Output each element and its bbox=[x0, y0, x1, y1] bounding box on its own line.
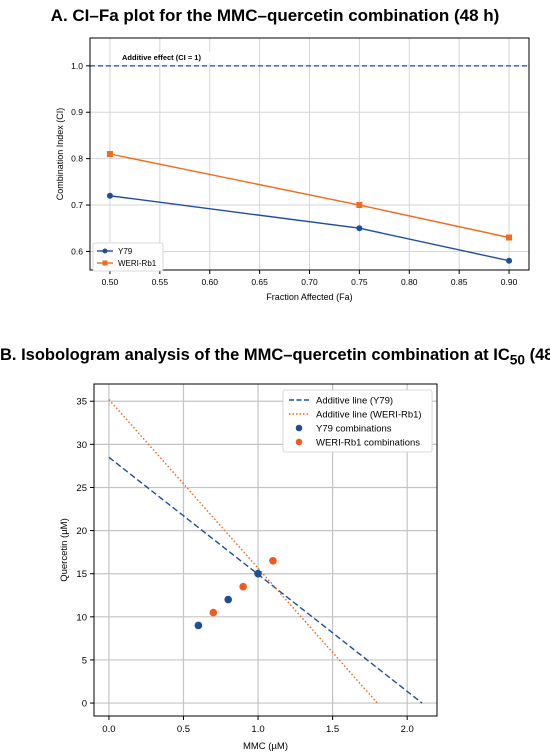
x-tick-label: 2.0 bbox=[401, 724, 414, 735]
legend-marker bbox=[295, 424, 303, 432]
y-tick-label: 5 bbox=[82, 655, 87, 666]
y-tick-label: 10 bbox=[76, 612, 87, 623]
legend-label: Y79 bbox=[118, 247, 133, 256]
data-point bbox=[356, 225, 363, 232]
legend-box bbox=[92, 242, 164, 272]
data-point bbox=[506, 257, 513, 264]
legend-label: Y79 combinations bbox=[316, 424, 392, 435]
x-tick-label: 0.65 bbox=[251, 277, 268, 287]
weri-rb1-combination-point bbox=[209, 608, 218, 617]
y-tick-label: 0.8 bbox=[71, 154, 83, 164]
legend-box bbox=[282, 389, 433, 453]
x-tick-label: 0.85 bbox=[451, 277, 468, 287]
plot-frame bbox=[89, 37, 530, 271]
plot-frame bbox=[93, 383, 438, 717]
y79-combination-point bbox=[194, 621, 203, 630]
x-tick-label: 0.50 bbox=[102, 277, 119, 287]
legend-label: Additive line (Y79) bbox=[316, 396, 393, 407]
legend-marker bbox=[102, 248, 108, 254]
x-tick-label: 0.60 bbox=[201, 277, 218, 287]
y-tick-label: 0 bbox=[82, 699, 87, 710]
x-axis-label: MMC (µM) bbox=[243, 741, 288, 752]
chart-a-title: A. CI–Fa plot for the MMC–quercetin comb… bbox=[50, 6, 500, 25]
x-tick-label: 0.55 bbox=[152, 277, 169, 287]
y-axis-label: Combination Index (CI) bbox=[55, 108, 65, 201]
additive-line-weri-rb1 bbox=[108, 399, 378, 704]
additive-line-y79 bbox=[108, 456, 423, 704]
y-tick-label: 25 bbox=[76, 483, 87, 494]
y-tick-label: 0.9 bbox=[71, 107, 83, 117]
y79-combination-point bbox=[224, 595, 233, 604]
x-tick-label: 1.5 bbox=[326, 724, 339, 735]
x-tick-label: 0.0 bbox=[102, 724, 115, 735]
x-tick-label: 0.5 bbox=[177, 724, 190, 735]
data-point bbox=[356, 202, 363, 209]
legend-marker bbox=[295, 438, 303, 446]
y-tick-label: 35 bbox=[76, 397, 87, 408]
reference-line-label: Additive effect (CI = 1) bbox=[122, 53, 201, 62]
x-tick-label: 0.80 bbox=[401, 277, 418, 287]
legend-label: WERI-Rb1 combinations bbox=[316, 438, 420, 449]
chart-b-title-subscript: 50 bbox=[509, 352, 526, 368]
y-tick-label: 0.6 bbox=[71, 246, 83, 256]
chart-b-title-text: B. Isobologram analysis of the MMC–querc… bbox=[0, 346, 510, 364]
y-tick-label: 30 bbox=[76, 440, 87, 451]
y-tick-label: 1.0 bbox=[71, 61, 83, 71]
chart-a-ci-fa-plot: 0.50 0.55 0.60 0.65 0.70 0.75 0.80 0.85 0.90 0.6 0… bbox=[55, 37, 530, 302]
data-point bbox=[106, 151, 113, 157]
y-tick-label: 20 bbox=[76, 526, 87, 537]
weri-rb1-combination-point bbox=[269, 556, 277, 565]
y-axis-label: Quercetin (µM) bbox=[59, 518, 70, 582]
y-tick-label: 0.7 bbox=[71, 200, 83, 210]
x-tick-label: 0.70 bbox=[301, 277, 318, 287]
legend-label: WERI-Rb1 bbox=[118, 259, 157, 268]
data-point bbox=[506, 234, 513, 241]
legend-marker bbox=[102, 260, 108, 266]
data-point bbox=[106, 192, 113, 199]
reference-label-background bbox=[118, 51, 226, 63]
chart-b-title-suffix: (48 h) bbox=[529, 346, 550, 364]
x-tick-label: 1.0 bbox=[251, 724, 264, 735]
x-tick-label: 0.75 bbox=[351, 277, 368, 287]
y-tick-label: 15 bbox=[76, 569, 87, 580]
legend-label: Additive line (WERI-Rb1) bbox=[316, 410, 422, 421]
weri-rb1-combination-point bbox=[239, 582, 247, 591]
chart-b-title: B. Isobologram analysis of the MMC–querc… bbox=[0, 346, 550, 367]
x-tick-label: 0.90 bbox=[501, 277, 518, 287]
y79-combination-point bbox=[254, 569, 262, 578]
x-axis-label: Fraction Affected (Fa) bbox=[266, 292, 352, 302]
